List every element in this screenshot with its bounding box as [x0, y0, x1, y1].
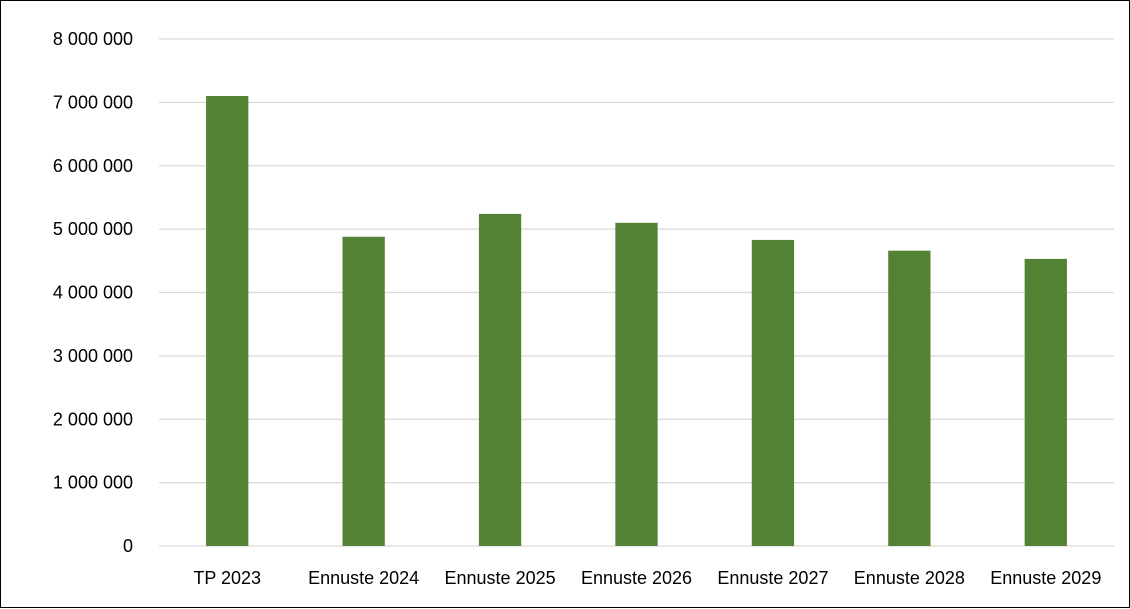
x-tick-label: Ennuste 2026: [581, 568, 692, 588]
y-tick-label: 2 000 000: [53, 409, 133, 429]
x-tick-label: Ennuste 2028: [854, 568, 965, 588]
bar: [751, 239, 795, 546]
x-tick-label: Ennuste 2024: [308, 568, 419, 588]
bar: [478, 213, 522, 547]
bar: [1024, 258, 1067, 546]
bar: [888, 250, 931, 547]
y-tick-label: 6 000 000: [53, 156, 133, 176]
y-axis-tick-labels: 0 1 000 000 2 000 000 3 000 000 4 000 000 5 0…: [53, 29, 133, 556]
x-tick-label: Ennuste 2025: [445, 568, 556, 588]
x-axis-tick-labels: TP 2023 Ennuste 2024 Ennuste 2025 Ennuste 2…: [193, 568, 1101, 588]
bar: [615, 222, 658, 546]
y-tick-label: 8 000 000: [53, 29, 133, 49]
y-tick-label: 7 000 000: [53, 92, 133, 112]
x-tick-label: TP 2023: [193, 568, 261, 588]
bar: [342, 236, 385, 547]
x-tick-label: Ennuste 2029: [990, 568, 1101, 588]
y-tick-label: 5 000 000: [53, 219, 133, 239]
x-tick-label: Ennuste 2027: [717, 568, 828, 588]
y-tick-label: 0: [123, 536, 133, 556]
bar: [206, 96, 249, 546]
y-tick-label: 1 000 000: [53, 473, 133, 493]
y-tick-label: 3 000 000: [53, 346, 133, 366]
y-tick-label: 4 000 000: [53, 283, 133, 303]
bars: [206, 96, 1067, 547]
